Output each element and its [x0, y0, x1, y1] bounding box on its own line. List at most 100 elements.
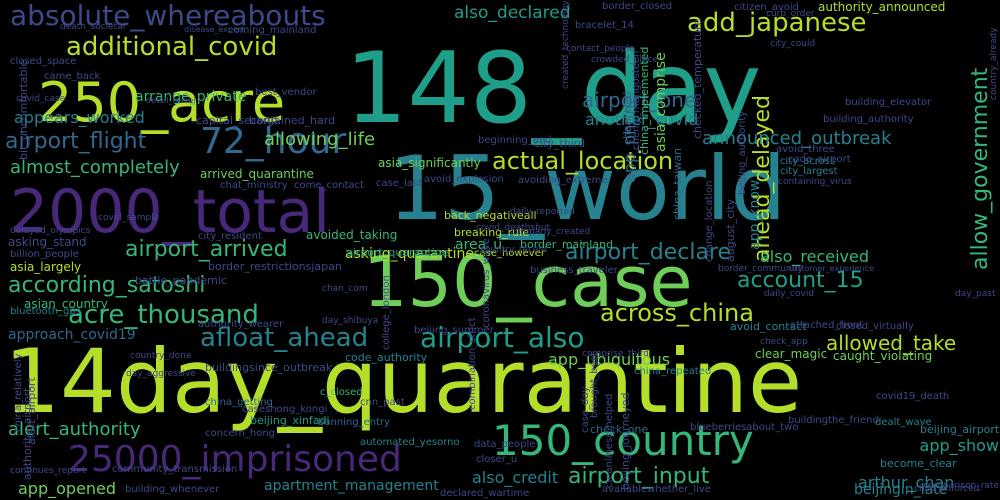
word-city-across: city_across: [780, 156, 836, 167]
word-covid-deathsbut: covid_deathsbut: [476, 223, 551, 233]
word-approach-covid19: approach_covid19: [8, 327, 136, 343]
word-blueberriesabout-two: blueberriesabout_two: [690, 422, 799, 433]
word-additional-covid: additional_covid: [66, 32, 278, 62]
word-clear-magic: clear_magic: [755, 347, 828, 361]
word-crowded-place: crowded_place: [591, 55, 658, 65]
word-china-taiwan: china_taiwan: [671, 147, 684, 220]
word-battle-pandemic: battle_pandemic: [135, 274, 227, 287]
word-country-done: country_done: [130, 351, 192, 361]
word-apartment-management: apartment_management: [264, 478, 439, 494]
word-declared-wartime: declared_wartime: [440, 488, 530, 499]
word-containing-virus: containing_virus: [778, 177, 852, 187]
word-contact-people: contact_people: [566, 44, 635, 54]
word-came-back: came_back: [44, 71, 101, 82]
word-c-closed: c_closed: [320, 387, 363, 398]
word-closer-u: closer_u: [476, 454, 518, 465]
word-attached-front: attached_front: [790, 320, 864, 331]
word-announced-outbreak: announced_outbreak: [702, 128, 892, 149]
word-border-restrictionsjapan: border_restrictionsjapan: [208, 260, 342, 273]
word-alert-authority: alert_authority: [8, 419, 141, 440]
word-buildingthe-friend: buildingthe_friend: [788, 415, 879, 426]
word-25000-imprisoned: 25000_imprisoned: [68, 439, 402, 480]
word-app-ubiquitous: app_ubiquitous: [548, 350, 671, 369]
word-actual-location: actual_location: [492, 147, 674, 175]
word-child-enforced: child_enforced: [914, 484, 980, 494]
word-city-resident: city_resident: [198, 231, 262, 242]
word-beginning-end: beginning_end: [478, 135, 552, 146]
word-august-city: august_city: [724, 198, 737, 262]
word-add-japanese: add_japanese: [687, 8, 867, 38]
word-airport-flight: airport_flight: [5, 129, 147, 154]
word-case-day: case_day: [580, 386, 591, 433]
word-check-one: check_one: [590, 423, 649, 436]
word-allowed-take: allowed_take: [826, 331, 957, 355]
word-code-airport: code_airport: [788, 154, 851, 165]
word-across-china: across_china: [600, 299, 754, 327]
word-disease-expert: disease_expert: [184, 25, 245, 34]
word-city-could: city_could: [770, 39, 816, 49]
word-chat-ministry: chat_ministry: [220, 180, 288, 191]
word-14day-quarantine: 14day_quarantine: [4, 330, 803, 433]
word-chan-com: chan_com: [322, 284, 368, 294]
word-city-largest: city_largest: [780, 166, 838, 177]
word-bit-uncomfortable: bit_uncomfortable: [17, 59, 30, 160]
word-china-repeated: china_repeated: [634, 366, 712, 377]
word-buildingsince-outbreak: buildingsince_outbreak: [205, 361, 333, 374]
word-become-clear: become_clear: [880, 457, 957, 470]
word-avoid-three: avoid_three: [776, 144, 835, 155]
word-banning-entry: banning_entry: [318, 417, 391, 428]
word-curb-order: curb_order: [766, 9, 815, 19]
word-company-created: company_created: [510, 227, 591, 237]
word-best-vendor: best_vendor: [255, 87, 317, 98]
word-daily-covid: daily_covid: [764, 289, 815, 299]
word-allowing-life: allowing_life: [264, 129, 376, 150]
word-appears-worked: appears_worked: [14, 108, 145, 127]
word-case-last: case_last: [376, 178, 423, 189]
word-closed-virtually: closed_virtually: [836, 321, 914, 332]
word-daily-reported: daily_reported: [510, 207, 575, 217]
word-cnn-past: cnn_past: [360, 397, 405, 408]
word-cleanliness-helped: cleanliness_helped: [604, 393, 615, 488]
word-airport-arrived: airport_arrived: [125, 237, 288, 262]
word-building-authority: building_authority: [823, 114, 914, 125]
word-another-covid: another_covid: [585, 110, 699, 129]
word-airport-input: airport_input: [568, 464, 710, 489]
word-dealt-wave: dealt_wave: [875, 417, 932, 428]
word-delayed-olympics: delayed_olympics: [10, 226, 91, 236]
word-check-app: check_app: [760, 337, 808, 347]
word-concern-hong: concern_hong: [205, 428, 276, 439]
word-asia-largely: asia_largely: [10, 260, 82, 274]
word-automated-yesorno: automated_yesorno: [360, 437, 460, 448]
word-asking-quarantine: asking_quarantine: [345, 246, 475, 262]
word-beijing-summer: beijing_summer: [414, 325, 494, 336]
word-detail-travel: detail_travel: [146, 96, 196, 105]
word-citizen-avoid: citizen_avoid: [734, 2, 800, 13]
word-beijing-xinfadi: beijing_xinfadi: [250, 414, 330, 427]
word-avoiding-extreme: avoiding_extreme: [518, 175, 608, 186]
word-country-recent: country_recent: [480, 245, 548, 255]
word-closed-space: closed_space: [10, 56, 77, 67]
word-covid19-death: covid19_death: [876, 391, 950, 402]
word-acre-thousand: acre_thousand: [68, 300, 259, 330]
word-also-received: also_received: [760, 247, 869, 266]
word-day-shibuya: day_shibuya: [322, 316, 379, 326]
word-covid-sample: covid_sample: [98, 213, 160, 223]
word-bargained-hard: bargained_hard: [249, 114, 336, 127]
word-also-declared: also_declared: [454, 3, 571, 23]
word-change-location: change_location: [704, 180, 715, 262]
word-china-relatively: china_relatively: [13, 353, 24, 433]
word-area-u: area_u: [455, 237, 503, 253]
word-caseshong-kongi: caseshong_kongi: [242, 404, 328, 415]
word-bracelet-14: bracelet_14: [575, 20, 634, 31]
word-china-getting: china_getting: [205, 397, 273, 408]
word-airport-quarantine: airport_quarantine: [346, 246, 449, 259]
word-business-traveler: business_traveler: [530, 265, 618, 276]
word-border-community: border_community: [718, 264, 803, 274]
word-afloat-ahead: afloat_ahead: [200, 323, 369, 353]
word-app-know: app_know: [747, 179, 763, 250]
word-beijing-airport: beijing_airport: [920, 423, 1000, 436]
word-availablewhether-live: availablewhether_live: [602, 484, 711, 495]
word-border-closed: border_closed: [602, 1, 673, 12]
word-continues-report: continues_report: [10, 466, 86, 476]
